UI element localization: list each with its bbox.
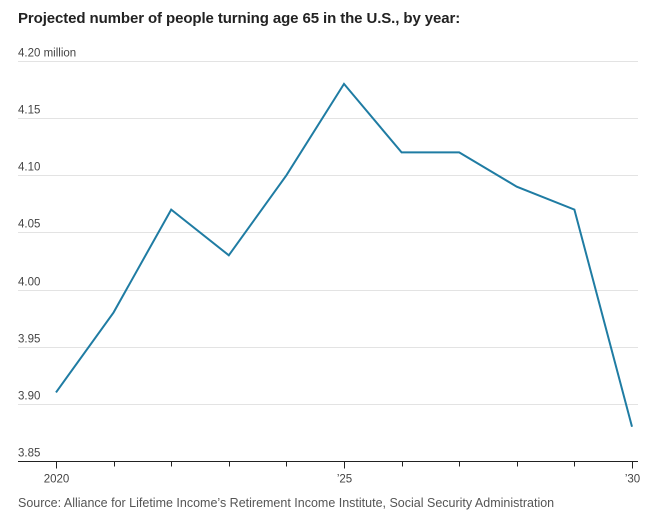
data-point — [573, 209, 575, 211]
y-tick-label: 3.85 — [18, 448, 40, 460]
y-tick-label: 4.10 — [18, 162, 40, 174]
gridlines — [18, 61, 638, 405]
data-point — [516, 186, 518, 188]
chart-title: Projected number of people turning age 6… — [18, 10, 461, 27]
x-axis — [18, 461, 638, 469]
data-point — [343, 83, 345, 85]
x-tick-label: ’25 — [337, 474, 352, 486]
series — [55, 82, 633, 428]
data-point — [113, 311, 115, 313]
y-tick-label: 4.05 — [18, 219, 40, 231]
data-point — [170, 209, 172, 211]
y-tick-label: 4.00 — [18, 277, 40, 289]
y-tick-label: 3.95 — [18, 334, 40, 346]
data-point — [55, 391, 57, 393]
data-point — [401, 151, 403, 153]
series-line — [55, 82, 633, 427]
y-tick-label: 4.20 million — [18, 48, 76, 60]
x-tick-label: ’30 — [625, 474, 640, 486]
y-tick-label: 3.90 — [18, 391, 40, 403]
data-point — [285, 174, 287, 176]
data-point — [458, 151, 460, 153]
y-tick-label: 4.15 — [18, 105, 40, 117]
y-tick-labels: 3.85 3.90 3.95 4.00 4.05 4.10 4.15 4.20 million — [18, 48, 76, 460]
source-note: Source: Alliance for Lifetime Income’s R… — [18, 496, 555, 510]
data-point — [228, 254, 230, 256]
x-tick-label: 2020 — [44, 474, 70, 486]
x-tick-labels: 2020 ’25 ’30 — [44, 474, 640, 486]
data-point — [631, 426, 633, 428]
